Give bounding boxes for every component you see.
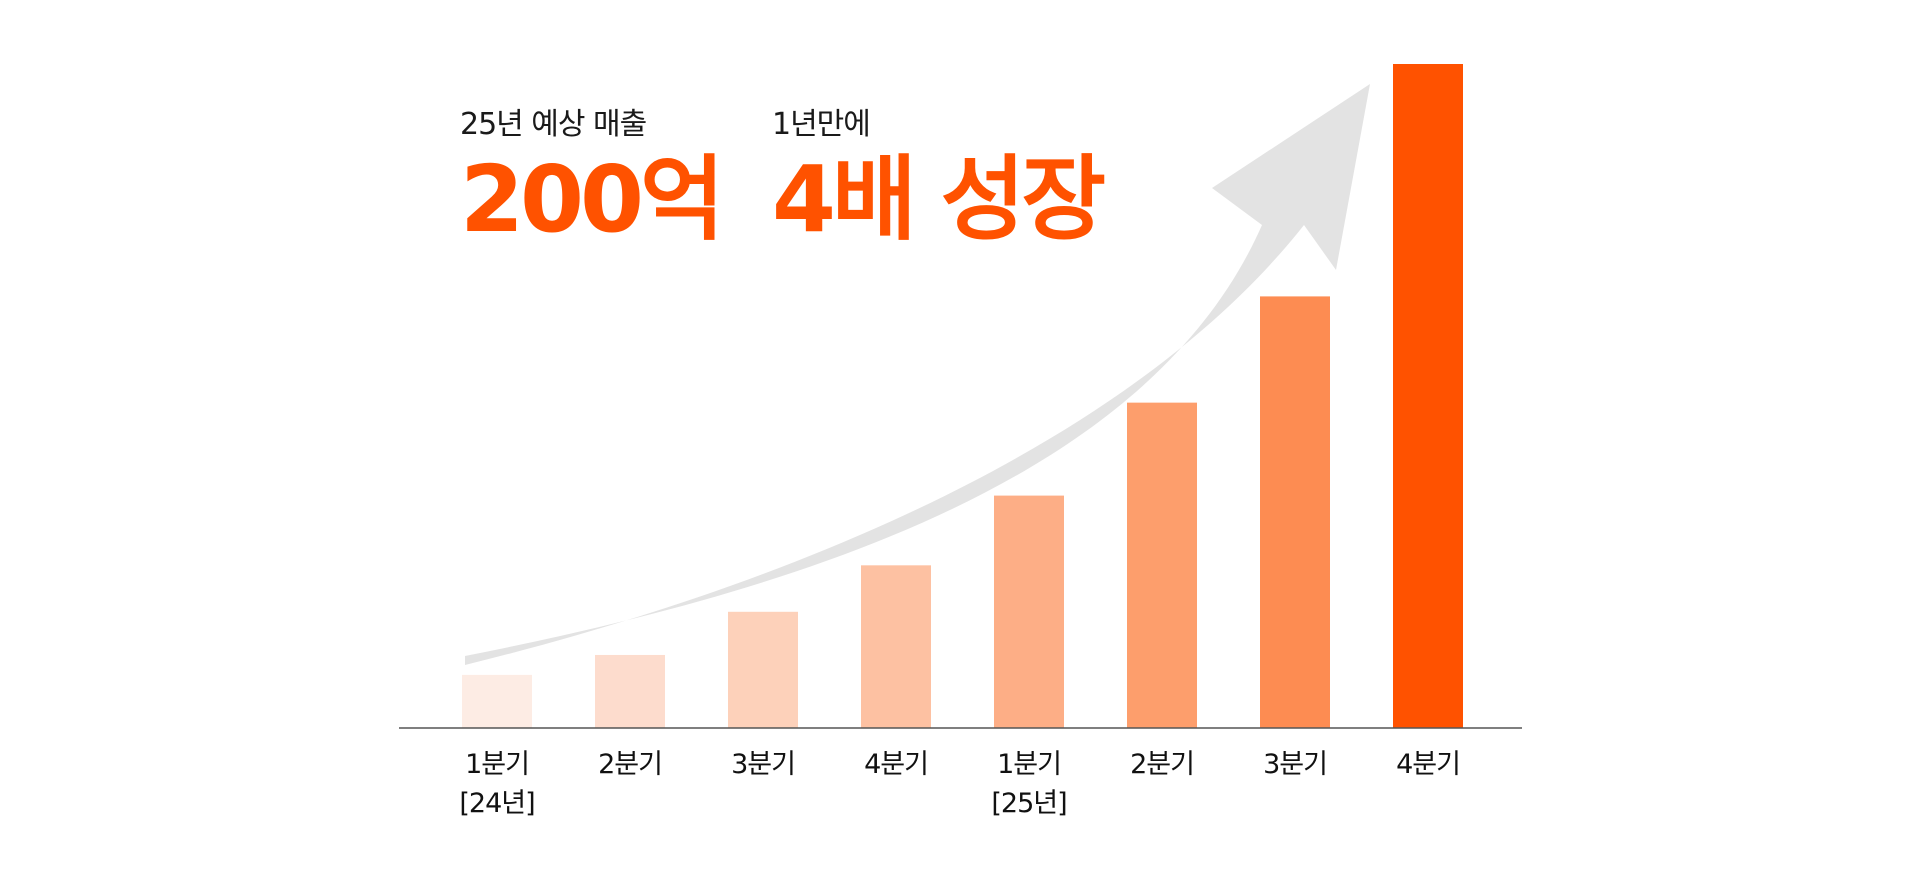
x-tick-sublabel: [25년]	[991, 788, 1066, 819]
headline-growth-caption: 1년만에	[772, 107, 871, 142]
headline-growth: 1년만에 4배 성장	[772, 107, 1106, 253]
bar-7	[1260, 296, 1330, 728]
bar-1	[462, 674, 532, 728]
headline-revenue-value: 200억	[460, 146, 725, 253]
x-axis-labels: 1분기 [24년] 2분기 3분기 4분기 1분기 [25년] 2분기 3분기 4분기	[459, 749, 1461, 819]
x-tick-label: 4분기	[1396, 749, 1460, 780]
bar-2	[595, 654, 665, 728]
x-tick-label: 4분기	[864, 749, 928, 780]
headline-revenue-caption: 25년 예상 매출	[460, 107, 647, 142]
headline-growth-value: 4배 성장	[772, 146, 1106, 253]
x-tick-label: 1분기	[465, 749, 529, 780]
bar-3	[728, 611, 798, 728]
x-tick-label: 1분기	[997, 749, 1061, 780]
bar-4	[861, 565, 931, 728]
x-tick-label: 2분기	[1130, 749, 1194, 780]
headline-revenue: 25년 예상 매출 200억	[460, 107, 725, 253]
bars	[462, 64, 1463, 728]
x-tick-label: 3분기	[731, 749, 795, 780]
x-tick-label: 2분기	[598, 749, 662, 780]
bar-8	[1393, 64, 1463, 728]
x-tick-label: 3분기	[1263, 749, 1327, 780]
bar-6	[1127, 402, 1197, 728]
bar-5	[994, 495, 1064, 728]
x-tick-sublabel: [24년]	[459, 788, 534, 819]
